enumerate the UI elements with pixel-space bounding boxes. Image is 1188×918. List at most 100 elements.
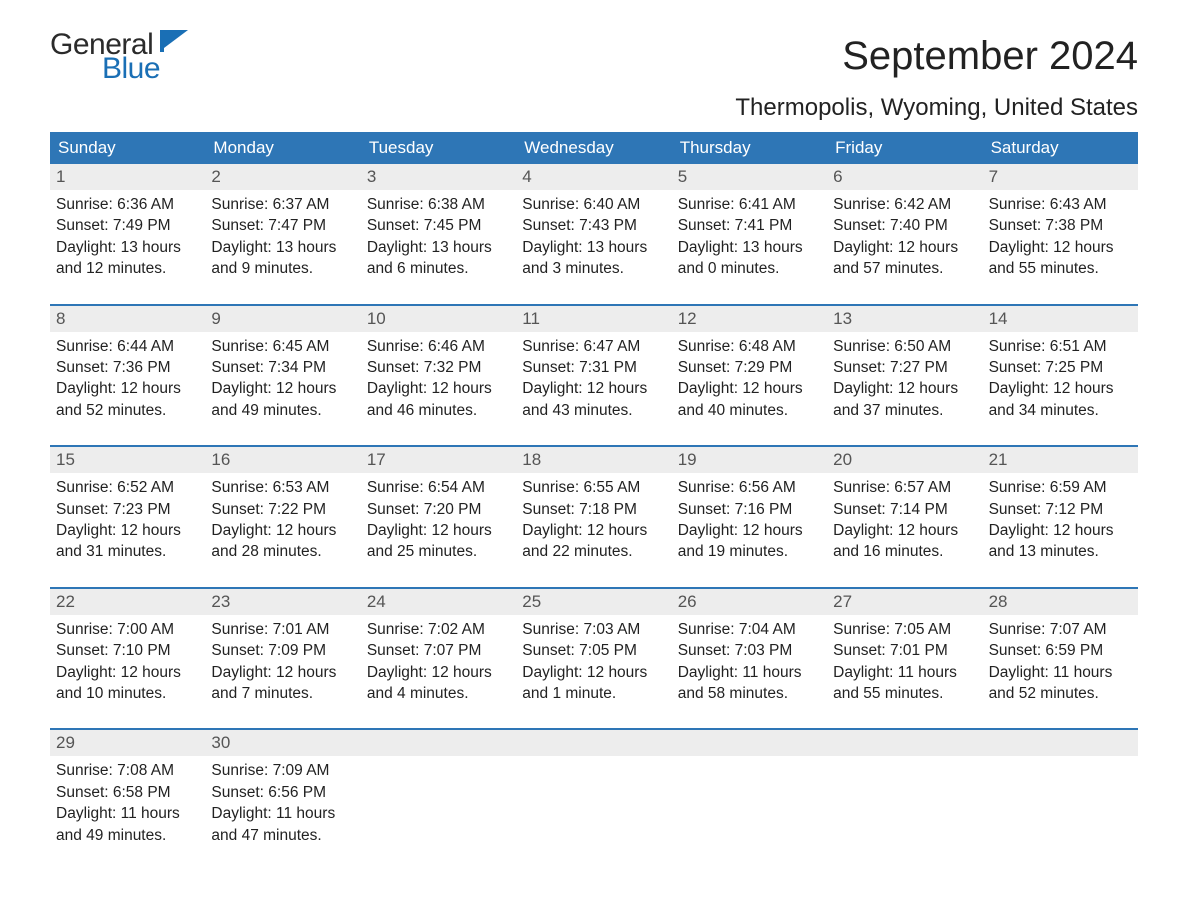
day-number: 10	[361, 306, 516, 332]
day-number: 1	[50, 164, 205, 190]
sunset-line: Sunset: 6:56 PM	[211, 782, 354, 803]
daylight-line: Daylight: 13 hours and 0 minutes.	[678, 237, 821, 280]
sunrise-line: Sunrise: 6:47 AM	[522, 336, 665, 357]
sunrise-line: Sunrise: 6:37 AM	[211, 194, 354, 215]
day-number: 16	[205, 447, 360, 473]
day-number: 26	[672, 589, 827, 615]
day-detail: Sunrise: 6:41 AMSunset: 7:41 PMDaylight:…	[672, 190, 827, 280]
sunset-line: Sunset: 7:09 PM	[211, 640, 354, 661]
day-detail: Sunrise: 7:01 AMSunset: 7:09 PMDaylight:…	[205, 615, 360, 705]
sunset-line: Sunset: 7:20 PM	[367, 499, 510, 520]
sunrise-line: Sunrise: 6:38 AM	[367, 194, 510, 215]
sunrise-line: Sunrise: 7:07 AM	[989, 619, 1132, 640]
day-detail: Sunrise: 7:07 AMSunset: 6:59 PMDaylight:…	[983, 615, 1138, 705]
flag-icon	[160, 30, 188, 52]
day-detail: Sunrise: 7:04 AMSunset: 7:03 PMDaylight:…	[672, 615, 827, 705]
sunset-line: Sunset: 7:22 PM	[211, 499, 354, 520]
day-number: 14	[983, 306, 1138, 332]
day-number: 2	[205, 164, 360, 190]
daylight-line: Daylight: 12 hours and 22 minutes.	[522, 520, 665, 563]
sunrise-line: Sunrise: 6:56 AM	[678, 477, 821, 498]
day-detail	[827, 756, 982, 846]
weekday-header: Sunday	[50, 132, 205, 164]
day-number: 19	[672, 447, 827, 473]
sunrise-line: Sunrise: 7:02 AM	[367, 619, 510, 640]
day-number: 6	[827, 164, 982, 190]
day-number: 5	[672, 164, 827, 190]
sunset-line: Sunset: 7:14 PM	[833, 499, 976, 520]
day-number: 9	[205, 306, 360, 332]
sunrise-line: Sunrise: 7:01 AM	[211, 619, 354, 640]
day-detail: Sunrise: 6:51 AMSunset: 7:25 PMDaylight:…	[983, 332, 1138, 422]
day-number: 3	[361, 164, 516, 190]
daylight-line: Daylight: 12 hours and 1 minute.	[522, 662, 665, 705]
day-detail: Sunrise: 6:40 AMSunset: 7:43 PMDaylight:…	[516, 190, 671, 280]
sunrise-line: Sunrise: 6:55 AM	[522, 477, 665, 498]
daylight-line: Daylight: 12 hours and 31 minutes.	[56, 520, 199, 563]
day-detail	[361, 756, 516, 846]
sunrise-line: Sunrise: 7:00 AM	[56, 619, 199, 640]
daylight-line: Daylight: 11 hours and 55 minutes.	[833, 662, 976, 705]
sunrise-line: Sunrise: 7:09 AM	[211, 760, 354, 781]
sunrise-line: Sunrise: 7:04 AM	[678, 619, 821, 640]
daylight-line: Daylight: 12 hours and 52 minutes.	[56, 378, 199, 421]
sunset-line: Sunset: 7:03 PM	[678, 640, 821, 661]
day-detail: Sunrise: 6:54 AMSunset: 7:20 PMDaylight:…	[361, 473, 516, 563]
sunset-line: Sunset: 7:38 PM	[989, 215, 1132, 236]
day-number	[672, 730, 827, 756]
page-subtitle: Thermopolis, Wyoming, United States	[735, 94, 1138, 122]
day-number: 25	[516, 589, 671, 615]
weekday-header: Monday	[205, 132, 360, 164]
day-number: 21	[983, 447, 1138, 473]
sunrise-line: Sunrise: 6:45 AM	[211, 336, 354, 357]
page-title: September 2024	[735, 36, 1138, 76]
day-detail: Sunrise: 7:03 AMSunset: 7:05 PMDaylight:…	[516, 615, 671, 705]
daylight-line: Daylight: 12 hours and 57 minutes.	[833, 237, 976, 280]
day-number	[516, 730, 671, 756]
day-detail	[516, 756, 671, 846]
daylight-line: Daylight: 12 hours and 49 minutes.	[211, 378, 354, 421]
sunrise-line: Sunrise: 6:40 AM	[522, 194, 665, 215]
day-detail: Sunrise: 6:44 AMSunset: 7:36 PMDaylight:…	[50, 332, 205, 422]
day-number: 17	[361, 447, 516, 473]
day-detail: Sunrise: 7:00 AMSunset: 7:10 PMDaylight:…	[50, 615, 205, 705]
sunrise-line: Sunrise: 6:44 AM	[56, 336, 199, 357]
logo-word-2: Blue	[102, 54, 188, 84]
weekday-header: Tuesday	[361, 132, 516, 164]
calendar-grid: SundayMondayTuesdayWednesdayThursdayFrid…	[50, 132, 1138, 846]
sunset-line: Sunset: 7:34 PM	[211, 357, 354, 378]
day-detail: Sunrise: 6:46 AMSunset: 7:32 PMDaylight:…	[361, 332, 516, 422]
daylight-line: Daylight: 12 hours and 13 minutes.	[989, 520, 1132, 563]
day-detail: Sunrise: 7:02 AMSunset: 7:07 PMDaylight:…	[361, 615, 516, 705]
day-detail: Sunrise: 6:43 AMSunset: 7:38 PMDaylight:…	[983, 190, 1138, 280]
sunrise-line: Sunrise: 6:48 AM	[678, 336, 821, 357]
sunrise-line: Sunrise: 6:42 AM	[833, 194, 976, 215]
weekday-header: Saturday	[983, 132, 1138, 164]
daylight-line: Daylight: 12 hours and 4 minutes.	[367, 662, 510, 705]
sunrise-line: Sunrise: 6:43 AM	[989, 194, 1132, 215]
daylight-line: Daylight: 11 hours and 52 minutes.	[989, 662, 1132, 705]
day-number: 27	[827, 589, 982, 615]
day-detail: Sunrise: 6:53 AMSunset: 7:22 PMDaylight:…	[205, 473, 360, 563]
sunrise-line: Sunrise: 7:03 AM	[522, 619, 665, 640]
day-detail: Sunrise: 7:08 AMSunset: 6:58 PMDaylight:…	[50, 756, 205, 846]
sunset-line: Sunset: 7:49 PM	[56, 215, 199, 236]
sunrise-line: Sunrise: 6:51 AM	[989, 336, 1132, 357]
sunset-line: Sunset: 7:27 PM	[833, 357, 976, 378]
daylight-line: Daylight: 12 hours and 16 minutes.	[833, 520, 976, 563]
day-detail	[672, 756, 827, 846]
sunrise-line: Sunrise: 6:57 AM	[833, 477, 976, 498]
weekday-header: Thursday	[672, 132, 827, 164]
daylight-line: Daylight: 13 hours and 9 minutes.	[211, 237, 354, 280]
day-detail: Sunrise: 6:52 AMSunset: 7:23 PMDaylight:…	[50, 473, 205, 563]
sunrise-line: Sunrise: 7:05 AM	[833, 619, 976, 640]
sunrise-line: Sunrise: 6:53 AM	[211, 477, 354, 498]
daylight-line: Daylight: 12 hours and 25 minutes.	[367, 520, 510, 563]
day-number: 28	[983, 589, 1138, 615]
day-number: 7	[983, 164, 1138, 190]
weekday-header: Friday	[827, 132, 982, 164]
daylight-line: Daylight: 12 hours and 10 minutes.	[56, 662, 199, 705]
day-number: 20	[827, 447, 982, 473]
logo: General Blue	[50, 30, 188, 84]
sunset-line: Sunset: 7:12 PM	[989, 499, 1132, 520]
